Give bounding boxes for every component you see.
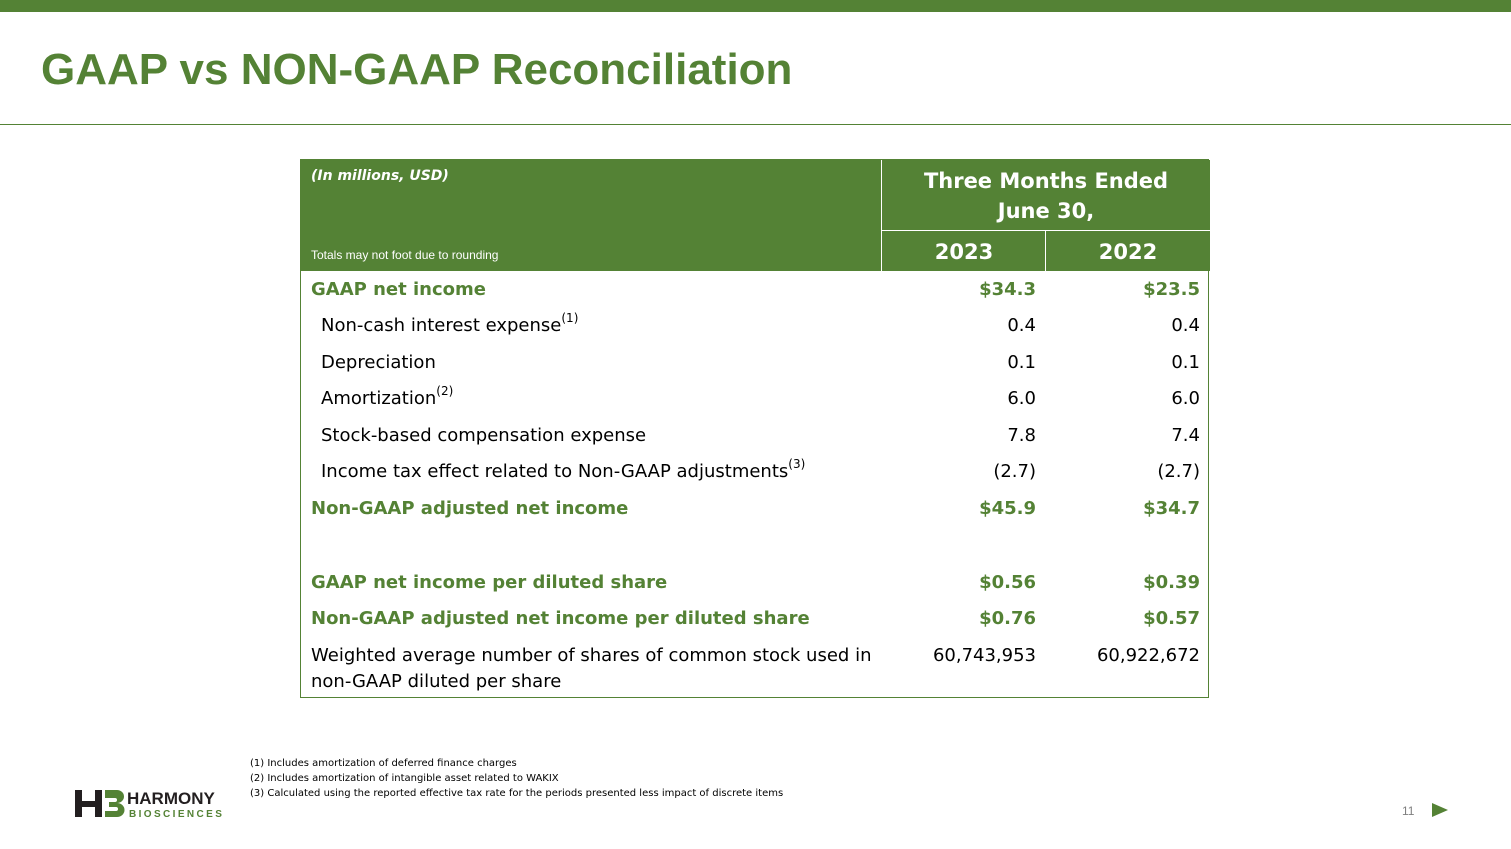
value-2023: $45.9 (979, 498, 1036, 519)
value-2022: $23.5 (1143, 279, 1200, 300)
value-2023: $34.3 (979, 279, 1036, 300)
header-divider-main (881, 160, 882, 271)
title-divider (0, 124, 1511, 125)
value-2023: (2.7) (993, 461, 1036, 482)
value-2023: 6.0 (1007, 388, 1036, 409)
header-divider-years (1045, 230, 1046, 271)
row-label: GAAP net income (311, 279, 486, 300)
footnote-ref: (1) (561, 311, 579, 325)
table-row-weighted-shares: Weighted average number of shares of com… (301, 643, 1210, 695)
value-2023: $0.76 (979, 608, 1036, 629)
footnote-3: (3) Calculated using the reported effect… (250, 788, 784, 799)
rounding-note: Totals may not foot due to rounding (311, 248, 499, 262)
row-label: Amortization(2) (321, 384, 454, 409)
footnote-ref: (3) (788, 457, 806, 471)
row-label: Weighted average number of shares of com… (311, 645, 872, 692)
year-2022-heading: 2022 (1098, 240, 1158, 264)
value-2023: 60,743,953 (932, 645, 1036, 666)
value-2022: 60,922,672 (1096, 645, 1200, 666)
value-2023: 0.4 (1007, 315, 1036, 336)
value-2022: $0.57 (1143, 608, 1200, 629)
value-2022: (2.7) (1157, 461, 1200, 482)
row-label: Depreciation (321, 352, 436, 373)
value-2023: 0.1 (1007, 352, 1036, 373)
value-2022: 0.4 (1171, 315, 1200, 336)
page-number: 11 (1402, 804, 1415, 818)
value-2023: $0.56 (979, 572, 1036, 593)
footnote-2: (2) Includes amortization of intangible … (250, 773, 559, 784)
units-label: (In millions, USD) (311, 168, 449, 184)
top-accent-bar (0, 0, 1511, 12)
row-label: Non-cash interest expense(1) (321, 311, 579, 336)
row-label: GAAP net income per diluted share (311, 572, 668, 593)
value-2022: 6.0 (1171, 388, 1200, 409)
period-line-2: June 30, (997, 199, 1095, 223)
row-label: Income tax effect related to Non-GAAP ad… (321, 457, 806, 482)
footnotes: (1) Includes amortization of deferred fi… (250, 756, 783, 801)
next-slide-arrow-icon[interactable] (1432, 803, 1448, 817)
value-2022: $34.7 (1143, 498, 1200, 519)
value-2022: 7.4 (1171, 425, 1200, 446)
value-2022: $0.39 (1143, 572, 1200, 593)
footnote-ref: (2) (436, 384, 454, 398)
slide-title: GAAP vs NON-GAAP Reconciliation (41, 45, 793, 94)
logo-sub: BIOSCIENCES (129, 809, 224, 820)
period-heading: Three Months Ended June 30, (882, 166, 1210, 226)
row-label: Non-GAAP adjusted net income per diluted… (311, 608, 810, 629)
year-2023-heading: 2023 (934, 240, 994, 264)
table-header: (In millions, USD) Totals may not foot d… (301, 160, 1210, 271)
period-line-1: Three Months Ended (923, 169, 1169, 193)
value-2023: 7.8 (1007, 425, 1036, 446)
row-label: Non-GAAP adjusted net income (311, 498, 629, 519)
harmony-logo: HARMONY BIOSCIENCES (75, 789, 224, 820)
row-label: Stock-based compensation expense (321, 425, 647, 446)
value-2022: 0.1 (1171, 352, 1200, 373)
logo-name: HARMONY (127, 789, 215, 808)
footnote-1: (1) Includes amortization of deferred fi… (250, 758, 517, 769)
reconciliation-table: (In millions, USD) Totals may not foot d… (300, 159, 1210, 698)
